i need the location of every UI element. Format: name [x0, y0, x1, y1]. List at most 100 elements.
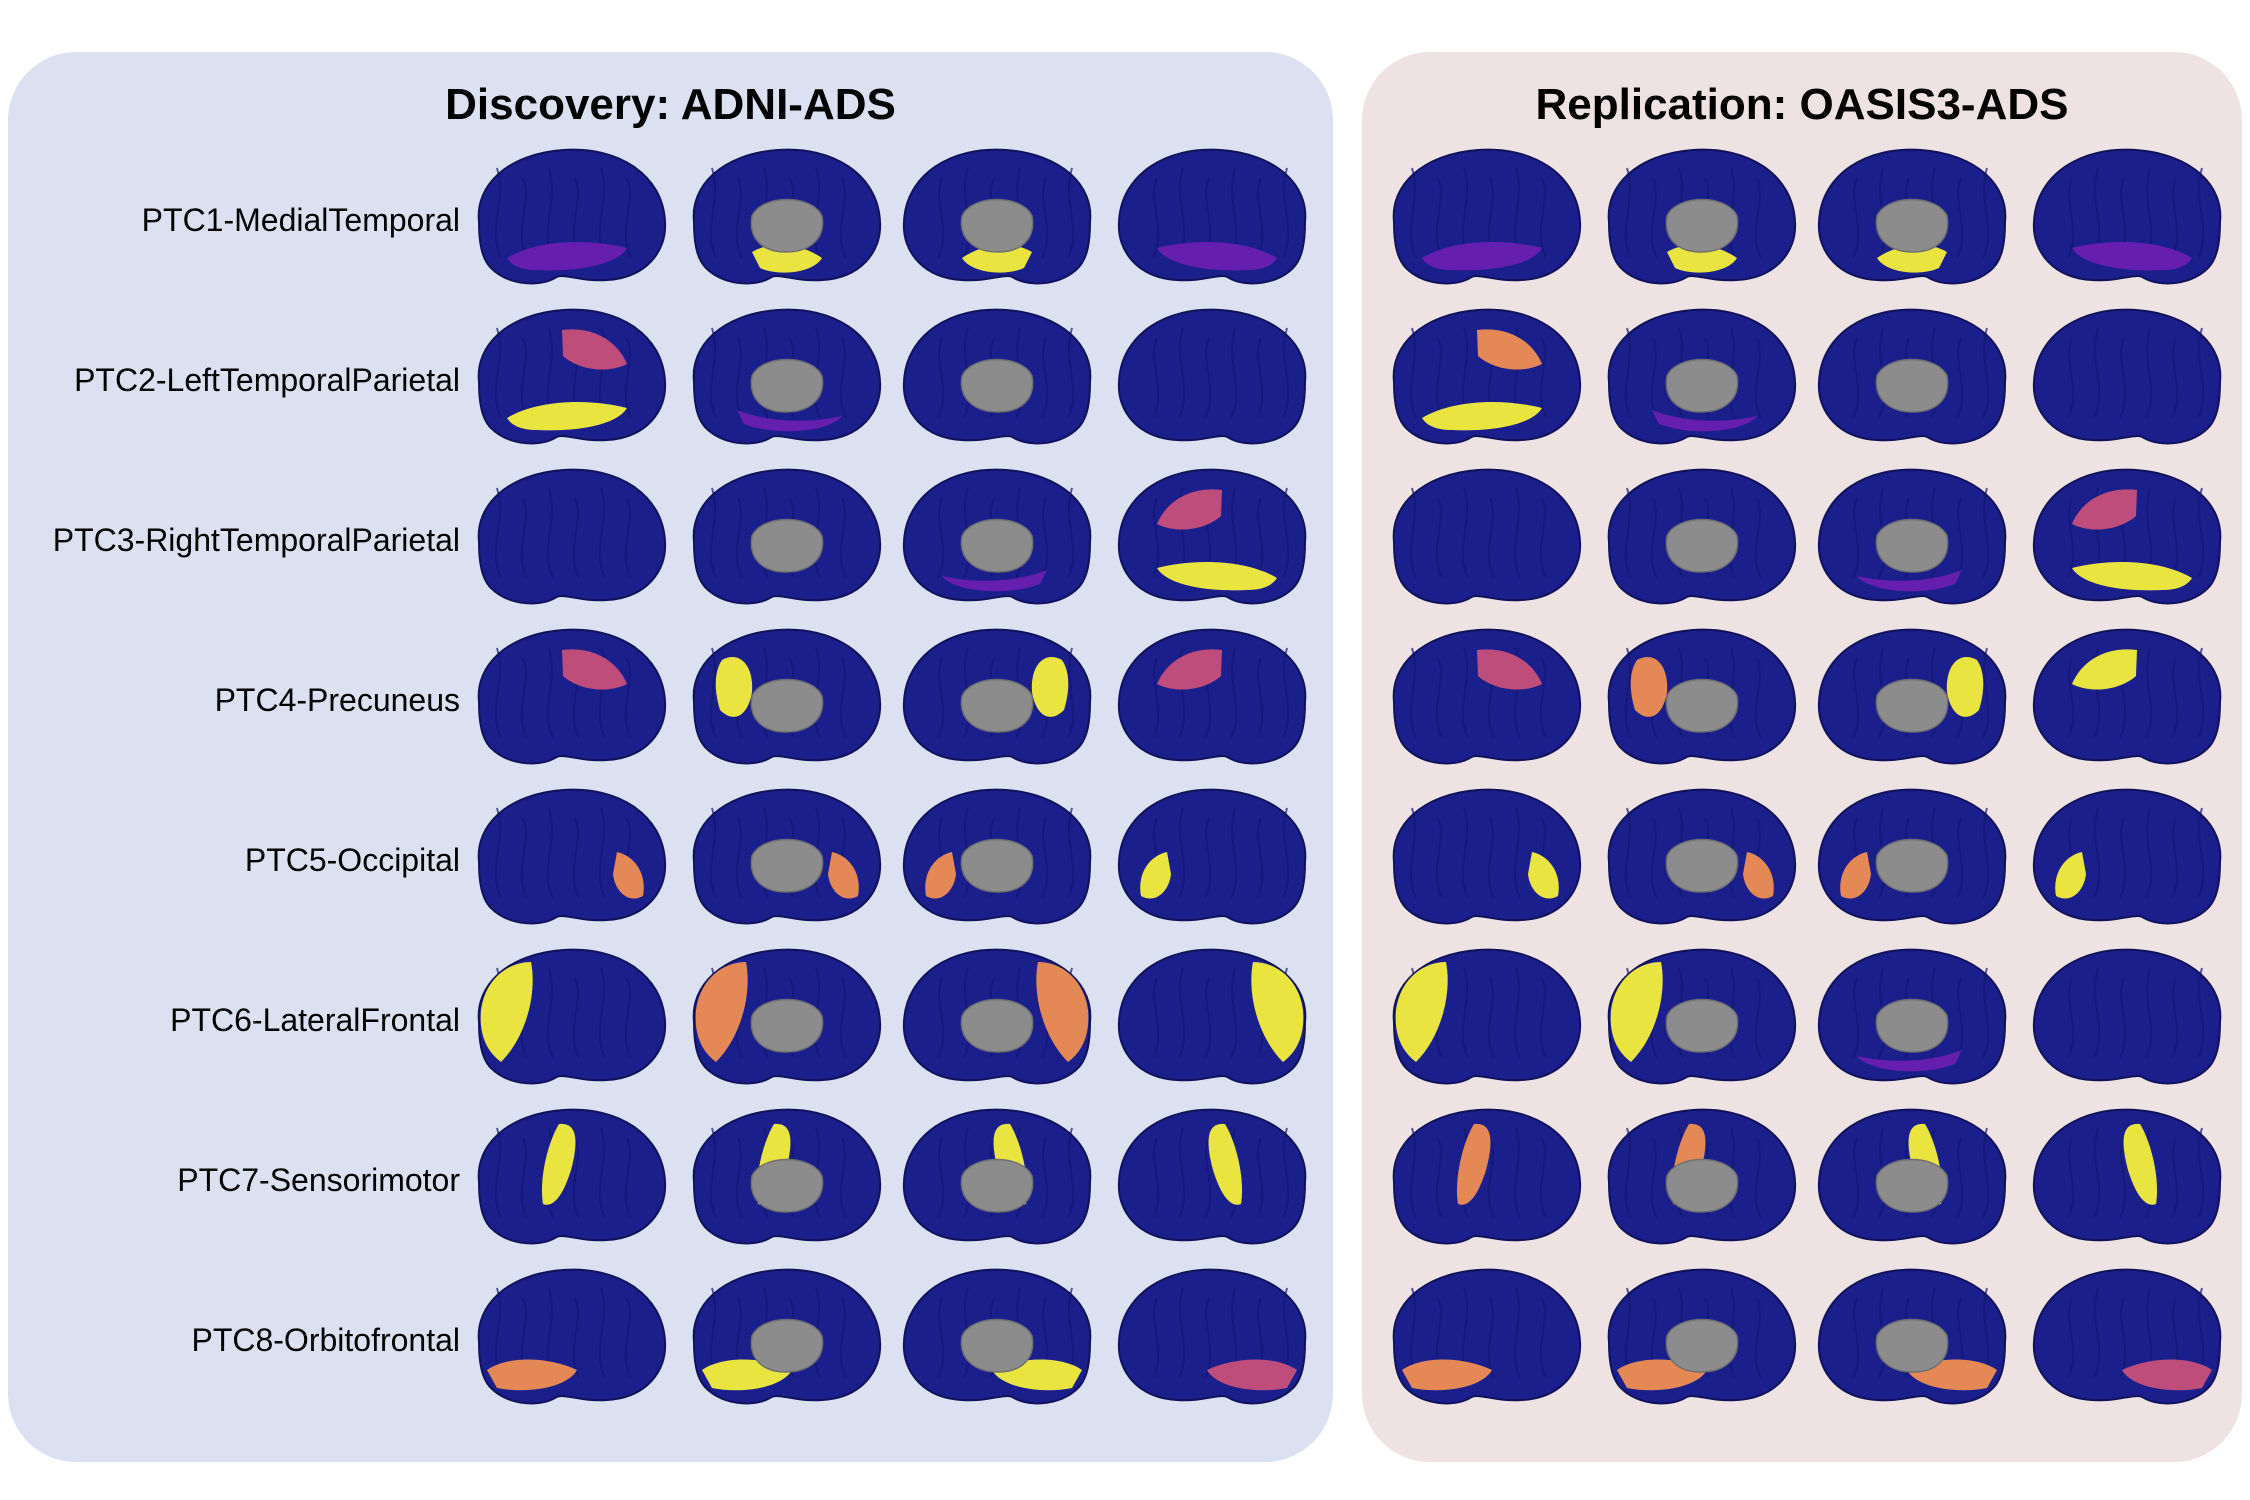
brain-discovery-ptc6-left-medial — [692, 948, 882, 1085]
gyrus-line — [494, 1127, 502, 1219]
gyrus-line — [735, 337, 743, 419]
brain-surface — [2032, 308, 2222, 445]
brain-discovery-ptc3-left-medial — [692, 468, 882, 605]
brain-discovery-ptc1-right-lateral — [1117, 148, 1307, 285]
gyrus-line — [1461, 487, 1469, 579]
gyrus-line — [1650, 1137, 1658, 1219]
gyrus-line — [1539, 497, 1547, 579]
gyrus-line — [1982, 487, 1990, 579]
gyrus-line — [1041, 497, 1049, 579]
region-precuneus-high — [1630, 656, 1668, 717]
region-parietal-mid — [562, 329, 627, 370]
brain-replication-ptc6-left-lateral — [1392, 948, 1582, 1085]
brain-replication-ptc1-left-lateral — [1392, 148, 1582, 285]
gyrus-line — [1204, 337, 1212, 419]
medial-core — [1665, 358, 1739, 413]
region-orbito-high — [1402, 1359, 1492, 1391]
gyrus-line — [1178, 327, 1186, 419]
gyrus-line — [1067, 327, 1075, 419]
brain-replication-ptc5-right-lateral — [2032, 788, 2222, 925]
region-precuneus-peak — [1031, 656, 1069, 717]
gyrus-line — [937, 657, 945, 739]
gyrus-line — [2067, 1297, 2075, 1379]
gyrus-line — [1282, 167, 1290, 259]
region-motor-peak — [541, 1123, 576, 1205]
region-temporal-peak — [1157, 562, 1277, 591]
gyrus-line — [1754, 177, 1762, 259]
brain-replication-ptc8-left-medial — [1607, 1268, 1797, 1405]
medial-core — [1875, 678, 1949, 733]
region-parietal-mid — [562, 649, 627, 690]
medial-core — [1875, 998, 1949, 1053]
gyrus-line — [1539, 1137, 1547, 1219]
brain-discovery-ptc8-right-lateral — [1117, 1268, 1307, 1405]
brain-replication-ptc6-left-medial — [1607, 948, 1797, 1085]
region-parietal-mid — [1477, 649, 1542, 690]
gyrus-line — [735, 1137, 743, 1219]
gyrus-line — [1624, 327, 1632, 419]
brain-replication-ptc5-right-medial — [1817, 788, 2007, 925]
gyrus-line — [937, 977, 945, 1059]
brain-surface — [1392, 788, 1582, 925]
brain-replication-ptc7-left-lateral — [1392, 1108, 1582, 1245]
gyrus-line — [494, 167, 502, 259]
gyrus-line — [1513, 967, 1521, 1059]
gyrus-line — [1487, 1137, 1495, 1219]
row-label-ptc1: PTC1-MedialTemporal — [141, 202, 460, 238]
brain-surface — [2032, 788, 2222, 925]
gyrus-line — [839, 977, 847, 1059]
brain-replication-ptc3-right-medial — [1817, 468, 2007, 605]
region-motor-peak — [2123, 1123, 2158, 1205]
medial-core — [750, 678, 824, 733]
gyrus-line — [1852, 497, 1860, 579]
gyrus-line — [572, 497, 580, 579]
gyrus-line — [1435, 817, 1443, 899]
gyrus-line — [1513, 1127, 1521, 1219]
gyrus-line — [2171, 817, 2179, 899]
region-occipital-peak — [1140, 852, 1171, 899]
region-temporal-low — [1157, 242, 1277, 271]
gyrus-line — [1982, 647, 1990, 739]
brain-replication-ptc5-left-lateral — [1392, 788, 1582, 925]
brain-surface — [1392, 468, 1582, 605]
gyrus-line — [1539, 977, 1547, 1059]
gyrus-line — [1067, 487, 1075, 579]
brain-replication-ptc2-right-medial — [1817, 308, 2007, 445]
region-medial-low — [942, 570, 1047, 592]
gyrus-line — [1650, 497, 1658, 579]
gyrus-line — [546, 487, 554, 579]
gyrus-line — [1513, 807, 1521, 899]
region-occipital-high — [613, 852, 644, 899]
gyrus-line — [2067, 977, 2075, 1059]
region-temporal-low — [507, 242, 627, 271]
region-parietal-peak — [2072, 649, 2137, 690]
gyrus-line — [1230, 807, 1238, 899]
brain-replication-ptc2-left-lateral — [1392, 308, 1582, 445]
gyrus-line — [709, 327, 717, 419]
brain-discovery-ptc7-right-lateral — [1117, 1108, 1307, 1245]
gyrus-line — [1067, 647, 1075, 739]
gyrus-line — [1256, 1137, 1264, 1219]
medial-core — [750, 1158, 824, 1213]
gyrus-line — [624, 1137, 632, 1219]
gyrus-line — [494, 647, 502, 739]
brain-discovery-ptc2-left-lateral — [477, 308, 667, 445]
region-precuneus-peak — [1946, 656, 1984, 717]
brain-discovery-ptc4-left-lateral — [477, 628, 667, 765]
medial-core — [1665, 838, 1739, 893]
gyrus-line — [1754, 1137, 1762, 1219]
gyrus-line — [1409, 807, 1417, 899]
brain-discovery-ptc1-left-medial — [692, 148, 882, 285]
region-hippo-peak — [752, 244, 822, 273]
region-occipital-high — [925, 852, 956, 899]
medial-core — [750, 358, 824, 413]
row-label-ptc5: PTC5-Occipital — [244, 842, 460, 878]
brain-discovery-ptc4-right-lateral — [1117, 628, 1307, 765]
brain-surface — [1117, 308, 1307, 445]
region-temporal-low — [1422, 242, 1542, 271]
gyrus-line — [1282, 327, 1290, 419]
brain-discovery-ptc8-left-lateral — [477, 1268, 667, 1405]
gyrus-line — [1204, 977, 1212, 1059]
gyrus-line — [2171, 977, 2179, 1059]
gyrus-line — [624, 337, 632, 419]
